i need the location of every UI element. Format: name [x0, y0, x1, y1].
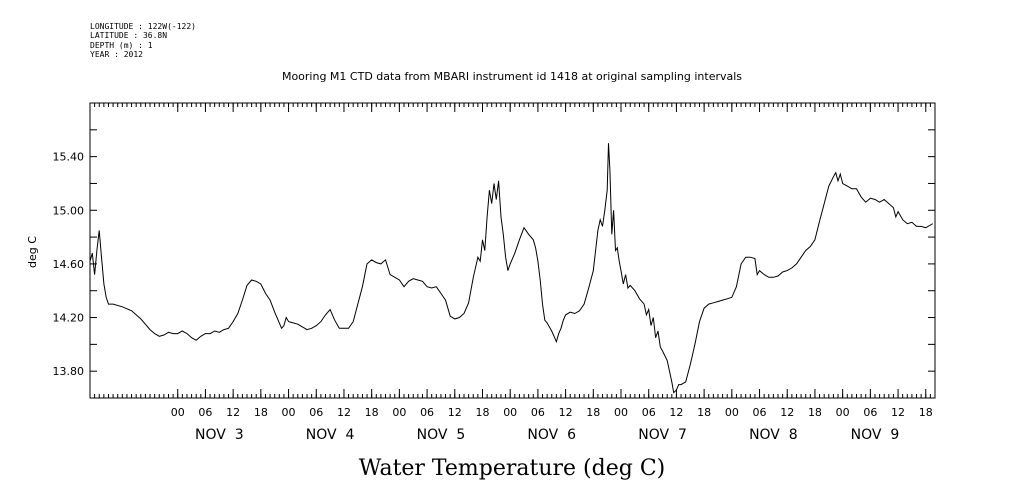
plot-frame [89, 102, 936, 399]
x-day-label: NOV 8 [749, 427, 798, 443]
x-tick-label: 06 [420, 406, 434, 419]
y-tick-label: 14.20 [53, 312, 85, 325]
x-day-label: NOV 4 [306, 427, 355, 443]
x-tick-label: 00 [614, 406, 628, 419]
y-axis-label: deg C [26, 236, 39, 268]
x-day-label: NOV 6 [527, 427, 576, 443]
x-tick-label: 06 [753, 406, 767, 419]
x-axis-label: Water Temperature (deg C) [359, 456, 666, 481]
metadata-block: LONGITUDE : 122W(-122) LATITUDE : 36.8N … [90, 22, 196, 60]
x-tick-label: 00 [392, 406, 406, 419]
year-text: YEAR : 2012 [90, 50, 143, 60]
x-tick-label: 12 [448, 406, 462, 419]
x-tick-label: 06 [198, 406, 212, 419]
x-tick-label: 18 [475, 406, 489, 419]
x-tick-label: 18 [808, 406, 822, 419]
x-tick-label: 06 [863, 406, 877, 419]
depth-text: DEPTH (m) : 1 [90, 40, 153, 50]
y-tick-label: 15.00 [53, 204, 85, 217]
y-tick-label: 14.60 [53, 258, 85, 271]
chart-title: Mooring M1 CTD data from MBARI instrumen… [282, 70, 742, 83]
x-tick-label: 12 [226, 406, 240, 419]
y-axis: 13.80 14.20 14.60 15.00 15.40 [53, 102, 935, 399]
x-tick-label: 18 [697, 406, 711, 419]
x-tick-label: 06 [531, 406, 545, 419]
x-tick-label: 18 [586, 406, 600, 419]
x-tick-label: 00 [725, 406, 739, 419]
latitude-text: LATITUDE : 36.8N [90, 31, 168, 41]
y-tick-label: 15.40 [53, 151, 85, 164]
x-axis: 00 06 12 18 00 06 12 18 00 06 12 18 00 06 12 18 00 06 12 18… [171, 103, 933, 443]
x-tick-label: 12 [669, 406, 683, 419]
x-tick-label: 06 [642, 406, 656, 419]
x-tick-label: 12 [337, 406, 351, 419]
x-tick-label: 18 [254, 406, 268, 419]
y-tick-label: 13.80 [53, 365, 85, 378]
x-tick-label: 06 [309, 406, 323, 419]
x-tick-label: 00 [503, 406, 517, 419]
x-tick-label: 00 [282, 406, 296, 419]
x-day-label: NOV 5 [417, 427, 466, 443]
x-day-label: NOV 9 [851, 427, 900, 443]
x-tick-label: 00 [171, 406, 185, 419]
x-tick-label: 12 [891, 406, 905, 419]
x-tick-label: 18 [919, 406, 933, 419]
x-tick-label: 12 [559, 406, 573, 419]
series-line [89, 143, 933, 394]
x-day-label: NOV 3 [195, 427, 244, 443]
x-day-label: NOV 7 [638, 427, 687, 443]
x-tick-label: 18 [365, 406, 379, 419]
x-tick-label: 12 [780, 406, 794, 419]
longitude-text: LONGITUDE : 122W(-122) [90, 22, 196, 31]
minor-ticks [89, 103, 936, 398]
x-tick-label: 00 [836, 406, 850, 419]
